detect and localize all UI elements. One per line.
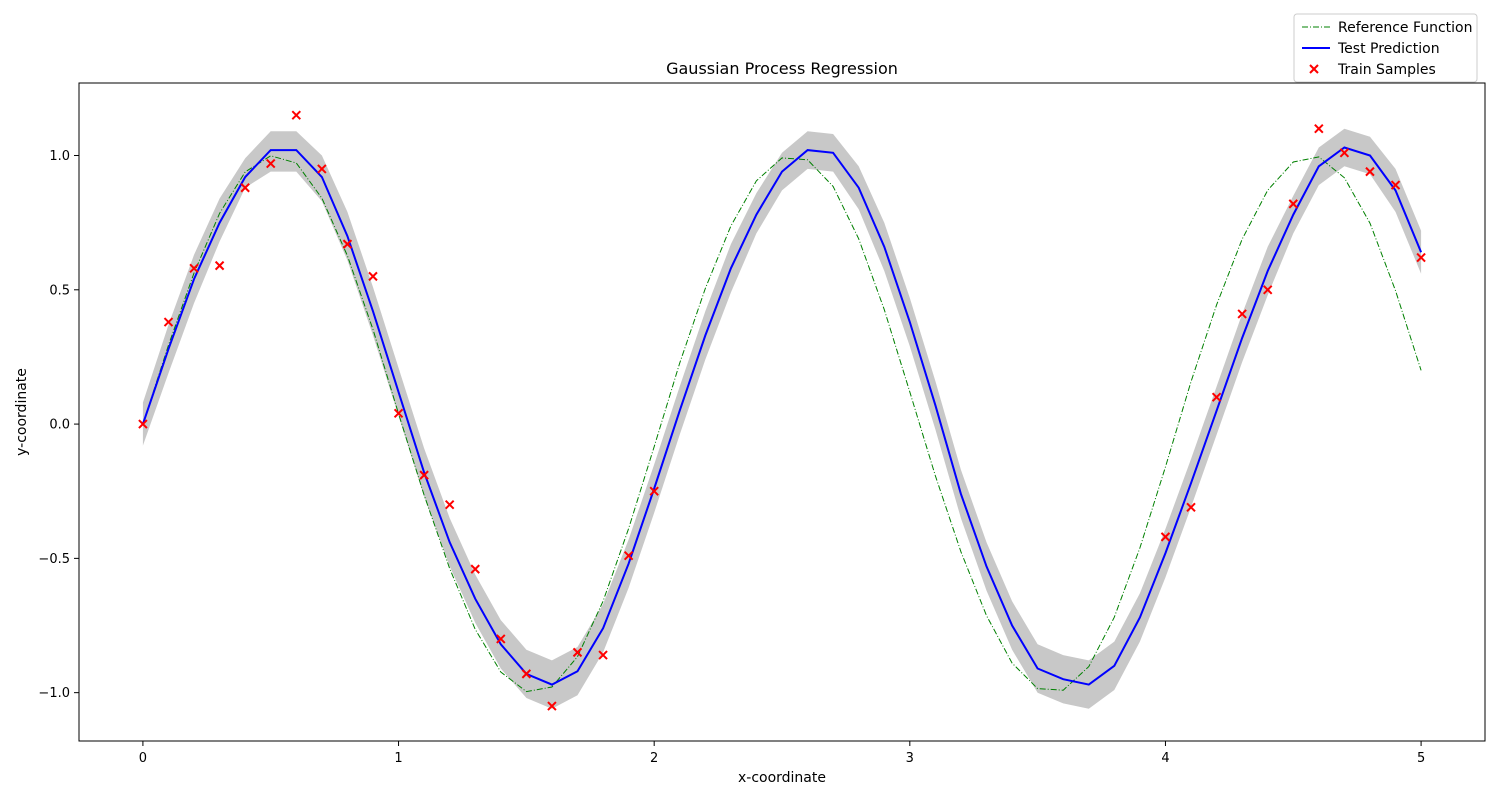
train-sample-point — [1339, 148, 1350, 158]
train-sample-point — [1365, 166, 1375, 177]
train-sample-point — [317, 164, 327, 174]
y-tick-label: −1.0 — [38, 686, 70, 701]
train-sample-point — [1390, 180, 1401, 190]
train-sample-point — [623, 550, 634, 561]
train-sample-point — [393, 408, 404, 419]
train-sample-point — [1416, 252, 1426, 263]
train-sample-point — [1237, 309, 1247, 319]
plot-area — [138, 110, 1426, 711]
legend-samples-label: Train Samples — [1337, 62, 1436, 78]
legend-box — [1293, 13, 1478, 83]
train-sample-point — [1263, 285, 1273, 295]
train-sample-point — [342, 239, 353, 249]
confidence-band — [142, 128, 1422, 709]
train-sample-point — [572, 647, 583, 658]
x-tick-label: 5 — [1417, 751, 1425, 766]
x-axis-title: x-coordinate — [738, 770, 826, 786]
x-tick-label: 1 — [394, 751, 402, 766]
y-tick-label: 0.5 — [49, 283, 70, 298]
train-sample-point — [419, 470, 429, 480]
y-axis: −1.0 −0.5 0.0 0.5 1.0 — [38, 149, 79, 701]
train-sample-point — [496, 634, 506, 644]
x-tick-label: 2 — [650, 751, 658, 766]
train-sample-point — [368, 271, 378, 282]
y-axis-title: y-coordinate — [14, 368, 30, 456]
x-tick-label: 3 — [906, 751, 914, 766]
train-sample-point — [214, 260, 225, 271]
legend-reference-label: Reference Function — [1338, 20, 1473, 36]
legend-prediction-label: Test Prediction — [1337, 41, 1440, 57]
train-sample-point — [1314, 123, 1324, 134]
train-sample-point — [1160, 532, 1171, 542]
chart-title: Gaussian Process Regression — [666, 59, 898, 78]
train-sample-point — [444, 499, 455, 510]
train-sample-point — [1211, 392, 1222, 402]
x-tick-label: 4 — [1161, 751, 1169, 766]
train-sample-point — [1186, 502, 1196, 513]
train-sample-point — [291, 110, 301, 120]
train-sample-point — [266, 158, 276, 169]
x-axis: 0 1 2 3 4 5 — [139, 741, 1425, 766]
train-sample-point — [649, 486, 659, 496]
legend: Reference Function Test Prediction Train… — [1293, 13, 1478, 83]
x-tick-label: 0 — [139, 751, 147, 766]
train-sample-point — [521, 669, 532, 679]
train-sample-point — [1288, 199, 1298, 209]
legend-samples-swatch — [1309, 64, 1319, 74]
y-tick-label: −0.5 — [38, 552, 70, 567]
test-prediction-line — [141, 146, 1423, 686]
train-sample-point — [598, 650, 608, 660]
train-sample-point — [138, 419, 148, 429]
y-tick-label: 1.0 — [49, 149, 70, 164]
train-sample-point — [163, 317, 174, 327]
axes-frame — [78, 82, 1486, 742]
y-tick-label: 0.0 — [49, 418, 70, 433]
train-sample-point — [470, 564, 480, 574]
train-sample-point — [240, 183, 250, 193]
train-sample-point — [547, 701, 557, 711]
reference-function-line — [142, 155, 1422, 693]
train-sample-point — [189, 263, 199, 274]
